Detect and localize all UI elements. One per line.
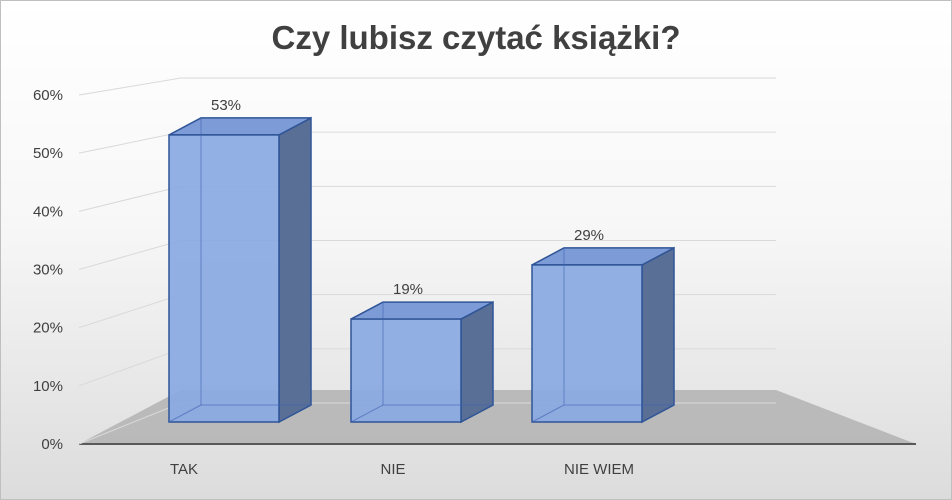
y-tick-label: 40% [33,203,63,220]
bar-front [168,134,280,423]
x-category-label: TAK [170,461,198,478]
bar-side [641,246,675,424]
x-category-label: NIE WIEM [564,461,634,478]
y-tick-label: 0% [41,436,63,453]
data-label: 19% [393,281,423,298]
bar-side [278,116,312,424]
x-category-label: NIE [380,461,405,478]
bar-front [350,318,462,423]
bar-depth-edge [168,404,202,423]
bar [531,246,675,424]
bar [350,300,494,424]
chart-title: Czy lubisz czytać książki? [271,19,681,56]
bar-depth-edge [350,404,384,423]
gridline [78,77,776,96]
bar-side [460,300,494,424]
y-tick-label: 30% [33,262,63,279]
y-tick-label: 50% [33,145,63,162]
y-tick-label: 60% [33,87,63,104]
bar-depth-edge [531,404,565,423]
data-label: 53% [211,97,241,114]
data-label: 29% [574,227,604,244]
bar-front [531,264,643,423]
y-tick-label: 20% [33,320,63,337]
y-tick-label: 10% [33,378,63,395]
bar [168,116,312,424]
